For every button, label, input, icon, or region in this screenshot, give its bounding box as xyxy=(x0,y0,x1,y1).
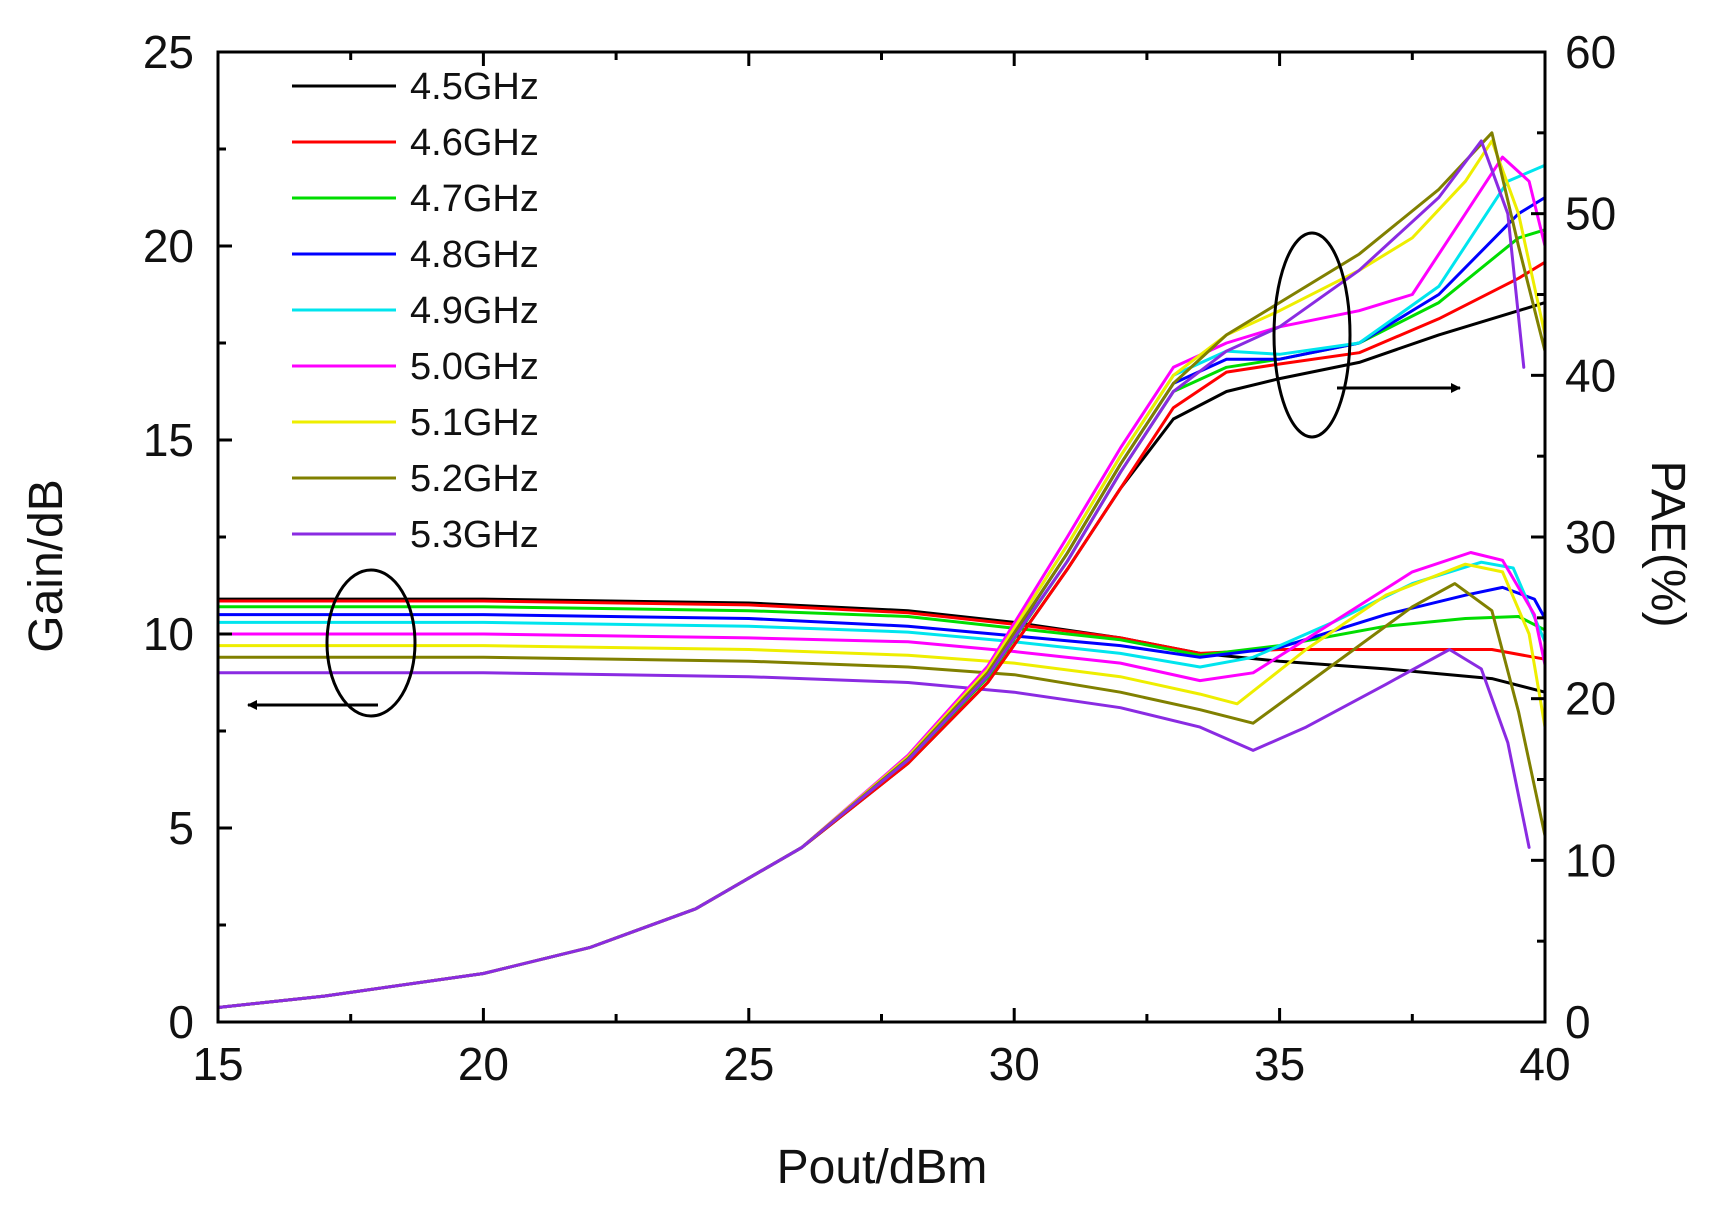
legend-label: 5.1GHz xyxy=(410,402,539,444)
y-right-tick-label: 30 xyxy=(1565,511,1616,563)
legend-label: 4.9GHz xyxy=(410,290,539,332)
gain-line-5.1GHz xyxy=(216,562,1547,729)
y-right-tick-label: 0 xyxy=(1565,996,1591,1048)
legend-label: 4.7GHz xyxy=(410,178,539,220)
legend-label: 5.2GHz xyxy=(410,458,539,500)
legend-label: 4.6GHz xyxy=(410,122,539,164)
legend-label: 4.5GHz xyxy=(410,66,539,108)
gain-line-4.8GHz xyxy=(216,585,1547,659)
y-right-tick-label: 50 xyxy=(1565,188,1616,240)
gain-group-ellipse xyxy=(325,568,417,718)
legend: 4.5GHz 4.6GHz 4.7GHz 4.8GHz 4.9GHz 5.0GHz 5.1G… xyxy=(292,66,539,556)
gain-line-4.9GHz xyxy=(216,560,1547,669)
y-right-tick-label: 10 xyxy=(1565,834,1616,886)
pae-group-ellipse xyxy=(1272,231,1352,439)
y-right-tick-label: 20 xyxy=(1565,673,1616,725)
y-axis-right-title: PAE(%) xyxy=(1641,460,1694,627)
y-left-tick-label: 25 xyxy=(143,26,194,78)
x-tick-label: 20 xyxy=(458,1038,509,1090)
y-left-tick-label: 20 xyxy=(143,220,194,272)
y-right-tick-label: 40 xyxy=(1565,349,1616,401)
gain-line-4.6GHz xyxy=(216,599,1547,661)
gain-line-5.0GHz xyxy=(216,551,1547,683)
y-right-tick-label: 60 xyxy=(1565,26,1616,78)
y-axis-left-title: Gain/dB xyxy=(20,479,73,652)
legend-label: 4.8GHz xyxy=(410,234,539,276)
y-left-tick-label: 15 xyxy=(143,414,194,466)
x-tick-label: 25 xyxy=(723,1038,774,1090)
series-layer xyxy=(216,131,1547,1009)
x-tick-label: 30 xyxy=(989,1038,1040,1090)
y-left-tick-label: 5 xyxy=(168,802,194,854)
x-tick-label: 15 xyxy=(192,1038,243,1090)
legend-label: 5.3GHz xyxy=(410,514,539,556)
x-tick-label: 40 xyxy=(1519,1038,1570,1090)
pae-line-5.3GHz xyxy=(216,139,1526,1009)
y-left-tick-label: 10 xyxy=(143,608,194,660)
x-tick-label: 35 xyxy=(1254,1038,1305,1090)
legend-label: 5.0GHz xyxy=(410,346,539,388)
gain-line-5.3GHz xyxy=(216,648,1531,849)
x-axis-title: Pout/dBm xyxy=(777,1141,988,1194)
annotations-layer xyxy=(247,231,1461,718)
gain-line-4.7GHz xyxy=(216,605,1547,657)
gain-line-5.2GHz xyxy=(216,582,1547,838)
y-left-tick-label: 0 xyxy=(168,996,194,1048)
